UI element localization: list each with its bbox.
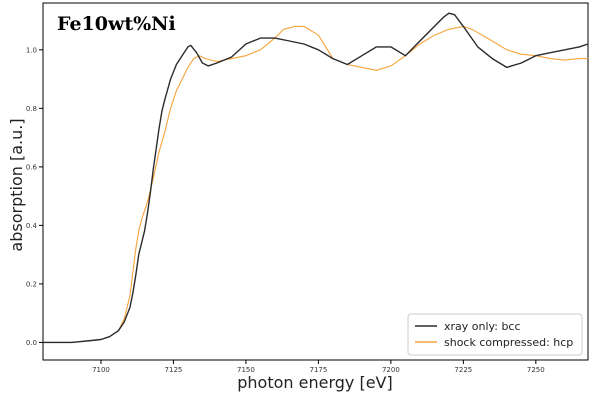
x-tick-label: 7225 (454, 366, 472, 374)
x-axis-label: photon energy [eV] (237, 373, 392, 392)
legend: xray only: bcc shock compressed: hcp (407, 313, 583, 356)
x-tick-label: 7200 (382, 366, 400, 374)
plot-area (42, 2, 589, 361)
series-lines (43, 12, 589, 344)
chart-title: Fe10wt%Ni (57, 13, 176, 35)
x-tick-label: 7125 (165, 366, 183, 374)
series-line-1 (43, 25, 588, 343)
legend-label-1: shock compressed: hcp (444, 336, 573, 349)
x-tick-label: 7150 (237, 366, 255, 374)
legend-label-0: xray only: bcc (444, 320, 521, 333)
x-tick-label: 7100 (92, 366, 110, 374)
series-line-0 (43, 12, 589, 344)
y-tick-label: 0.4 (26, 222, 38, 230)
y-tick-label: 1.0 (26, 46, 37, 54)
y-axis-label: absorption [a.u.] (7, 118, 26, 251)
y-tick-label: 0.6 (26, 163, 38, 171)
x-tick-label: 7175 (309, 366, 327, 374)
axis-ticks: 7100 7125 7150 7175 7200 7225 7250 0.0 0.2 0.4 0.6… (26, 46, 545, 374)
legend-box (407, 313, 583, 356)
y-tick-label: 0.2 (26, 280, 37, 288)
y-tick-label: 0.8 (26, 105, 37, 113)
y-tick-label: 0.0 (26, 339, 37, 347)
x-tick-label: 7250 (527, 366, 545, 374)
